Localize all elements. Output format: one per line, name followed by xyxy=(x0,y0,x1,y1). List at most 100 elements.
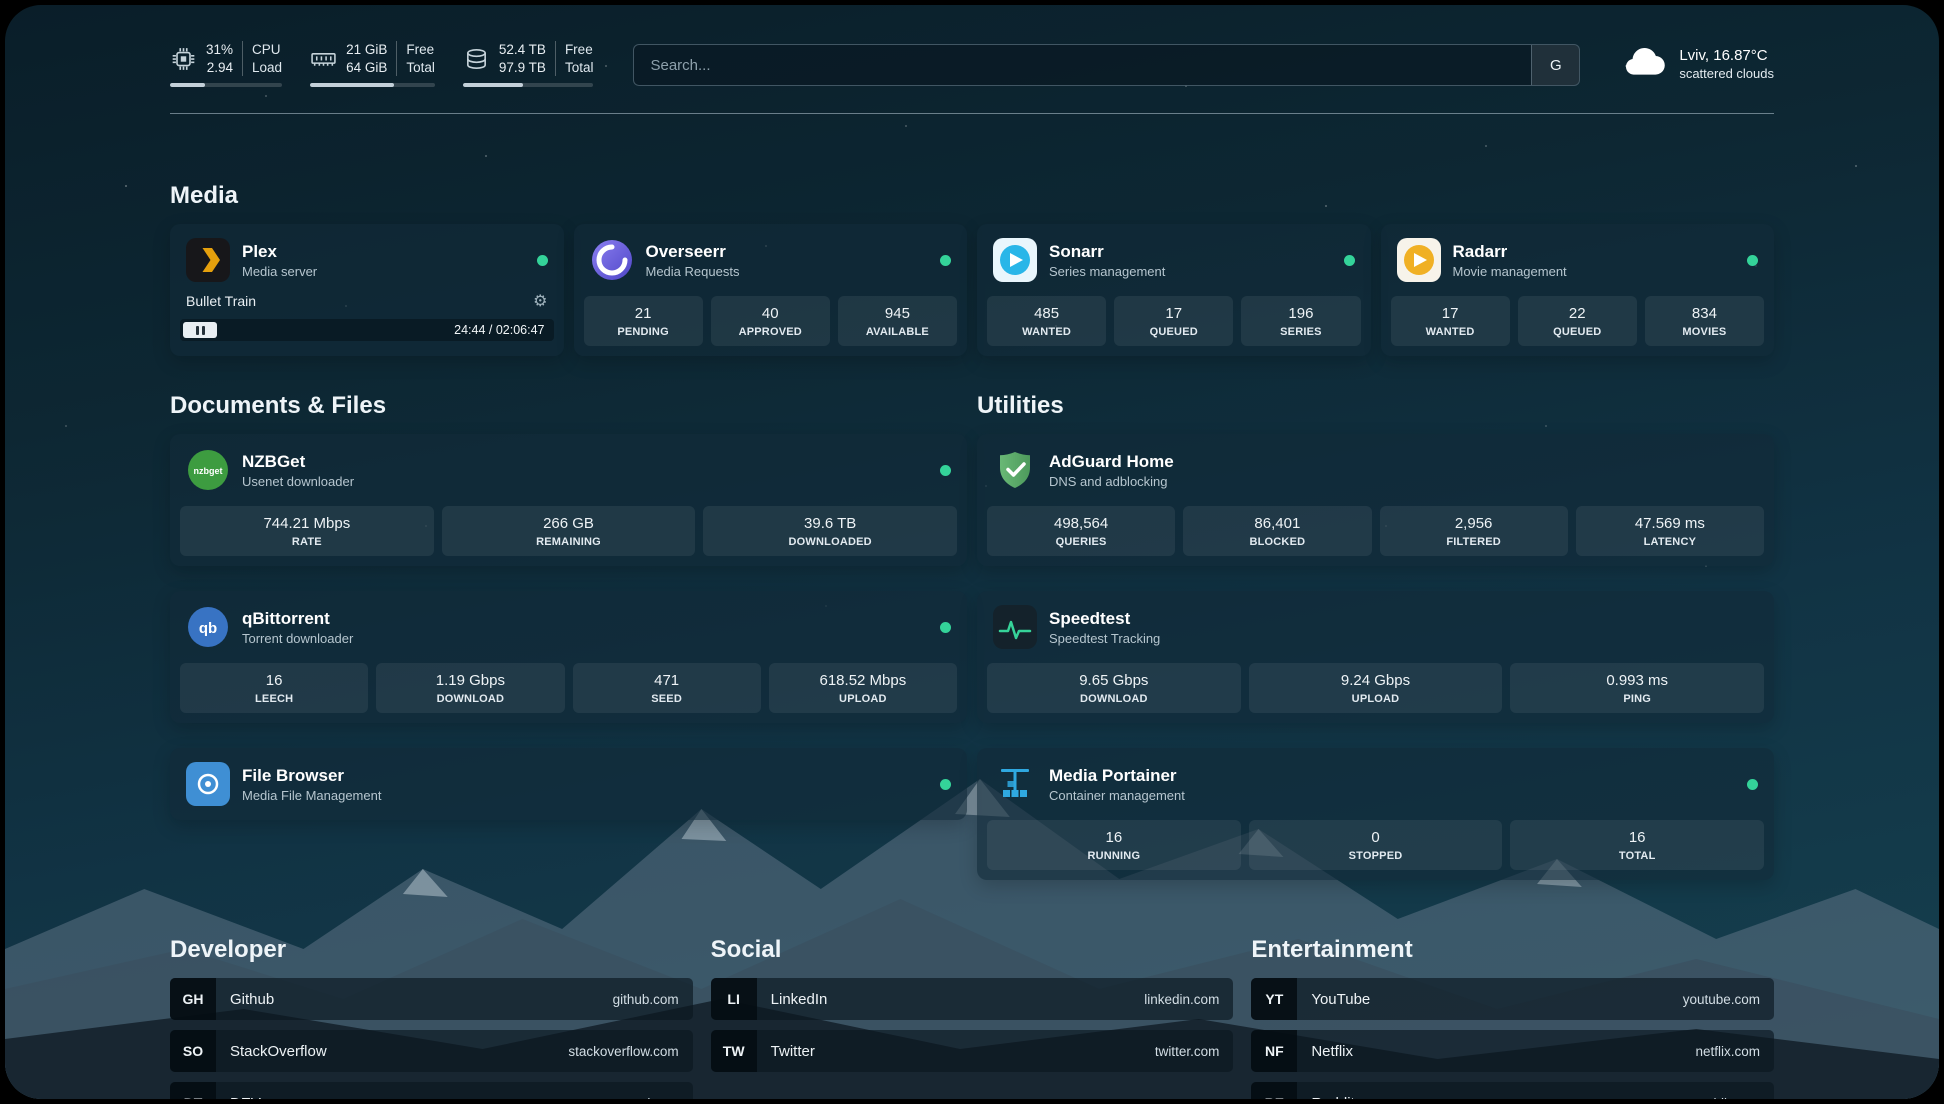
service-description: Media File Management xyxy=(242,787,382,803)
stats-row: 16 LEECH 1.19 Gbps DOWNLOAD 471 SEED 6 xyxy=(180,653,957,714)
nzbget-icon: nzbget xyxy=(186,448,230,492)
stat-wanted: 17 WANTED xyxy=(1390,296,1510,347)
adguard-icon xyxy=(993,448,1037,492)
service-card-adguard: AdGuard Home DNS and adblocking 498,564 … xyxy=(977,434,1774,567)
service-description: Usenet downloader xyxy=(242,473,355,489)
service-link-speedtest[interactable]: Speedtest Speedtest Tracking xyxy=(987,601,1764,653)
service-description: Container management xyxy=(1049,787,1185,803)
ram-labels: Free Total xyxy=(396,41,435,77)
dashboard-content: 31% 2.94 CPU Load xyxy=(5,5,1939,1099)
service-title-group: File Browser Media File Management xyxy=(242,766,381,803)
bookmark-twitter[interactable]: TW Twitter twitter.com xyxy=(710,1030,1234,1073)
bookmark-name: LinkedIn xyxy=(770,990,828,1008)
stat-label: SERIES xyxy=(1280,326,1322,339)
stat-value: 39.6 TB xyxy=(804,515,857,533)
stat-label: BLOCKED xyxy=(1249,536,1306,549)
media-grid: Plex Media server Bullet Train ⚙ 24:44 /… xyxy=(170,224,1774,357)
bookmark-github[interactable]: GH Github github.com xyxy=(170,978,693,1021)
section-documents: Documents & Files nzbget NZBGet Usenet d… xyxy=(170,392,967,821)
service-description: Series management xyxy=(1049,263,1166,279)
cpu-chip-icon xyxy=(170,46,197,72)
ram-metric: 21 GiB 64 GiB Free Total xyxy=(310,41,435,88)
bookmark-url: github.com xyxy=(612,991,679,1007)
service-card-sonarr: Sonarr Series management 485 WANTED 17 Q… xyxy=(977,224,1371,357)
stat-remaining: 266 GB REMAINING xyxy=(441,506,696,557)
disk-label-top: Free xyxy=(564,42,593,57)
service-title-group: NZBGet Usenet downloader xyxy=(242,452,354,489)
stat-stopped: 0 STOPPED xyxy=(1248,820,1503,871)
ram-label-bottom: Total xyxy=(406,59,435,75)
bookmark-dev[interactable]: DT DEV dev.to xyxy=(170,1082,693,1099)
search-input[interactable] xyxy=(634,45,1532,85)
stat-latency: 47.569 ms LATENCY xyxy=(1575,506,1764,557)
cpu-metric: 31% 2.94 CPU Load xyxy=(170,41,283,88)
stat-label: TOTAL xyxy=(1618,850,1656,863)
service-title-group: qBittorrent Torrent downloader xyxy=(242,609,353,646)
stat-value: 266 GB xyxy=(543,515,594,533)
search-bar: G xyxy=(633,44,1581,86)
stat-label: DOWNLOADED xyxy=(788,536,872,549)
cpu-label-bottom: Load xyxy=(252,59,283,75)
service-link-portainer[interactable]: Media Portainer Container management xyxy=(987,758,1764,810)
stat-value: 498,564 xyxy=(1054,515,1109,533)
bookmark-netflix[interactable]: NF Netflix netflix.com xyxy=(1251,1030,1774,1073)
service-name: File Browser xyxy=(242,765,345,785)
service-title-group: Sonarr Series management xyxy=(1049,242,1165,279)
bookmark-stackoverflow[interactable]: SO StackOverflow stackoverflow.com xyxy=(170,1030,693,1073)
service-link-qbittorrent[interactable]: qb qBittorrent Torrent downloader xyxy=(180,601,957,653)
weather-location: Lviv, 16.87°C xyxy=(1679,46,1768,64)
cpu-percent: 31% xyxy=(206,42,234,57)
sonarr-icon xyxy=(993,238,1037,283)
speedtest-icon xyxy=(993,605,1037,650)
service-description: DNS and adblocking xyxy=(1049,473,1168,489)
ram-label-top: Free xyxy=(406,42,435,57)
stat-value: 1.19 Gbps xyxy=(435,672,505,690)
stats-row: 16 RUNNING 0 STOPPED 16 TOTAL xyxy=(987,810,1765,871)
reddit-abbr-icon: RE xyxy=(1251,1082,1298,1099)
bookmark-group-social: Social LI LinkedIn linkedin.com TW Twitt… xyxy=(710,936,1234,1099)
disk-free: 52.4 TB xyxy=(498,42,546,57)
bookmark-group-developer: Developer GH Github github.com SO StackO… xyxy=(170,936,693,1099)
service-card-radarr: Radarr Movie management 17 WANTED 22 QUE… xyxy=(1380,224,1774,357)
bookmark-linkedin[interactable]: LI LinkedIn linkedin.com xyxy=(710,978,1234,1021)
ram-usage-bar xyxy=(310,83,435,88)
stat-queued: 17 QUEUED xyxy=(1114,296,1234,347)
developer-section-title: Developer xyxy=(170,936,287,964)
pause-button[interactable] xyxy=(183,322,217,339)
player-progress-bar[interactable]: 24:44 / 02:06:47 xyxy=(180,319,554,342)
stat-approved: 40 APPROVED xyxy=(710,296,830,347)
service-link-filebrowser[interactable]: File Browser Media File Management xyxy=(180,758,957,810)
stat-label: PING xyxy=(1623,693,1652,706)
bookmark-sections: Developer GH Github github.com SO StackO… xyxy=(170,936,1774,1099)
stat-value: 86,401 xyxy=(1254,515,1301,533)
ram-metric-row: 21 GiB 64 GiB Free Total xyxy=(310,41,435,77)
service-link-sonarr[interactable]: Sonarr Series management xyxy=(987,234,1361,286)
stat-filtered: 2,956 FILTERED xyxy=(1379,506,1568,557)
github-abbr-icon: GH xyxy=(170,978,216,1021)
service-link-overseerr[interactable]: Overseerr Media Requests xyxy=(584,234,958,286)
search-engine-button[interactable]: G xyxy=(1531,45,1580,85)
bookmark-url: youtube.com xyxy=(1682,991,1760,1007)
service-link-radarr[interactable]: Radarr Movie management xyxy=(1391,234,1765,286)
gear-icon[interactable]: ⚙ xyxy=(533,293,548,311)
stat-label: UPLOAD xyxy=(1351,693,1400,706)
bookmark-url: reddit.com xyxy=(1697,1096,1760,1099)
bookmark-reddit[interactable]: RE Reddit reddit.com xyxy=(1251,1082,1774,1099)
service-card-qbittorrent: qb qBittorrent Torrent downloader 16 LEE… xyxy=(170,591,967,724)
service-link-nzbget[interactable]: nzbget NZBGet Usenet downloader xyxy=(180,444,957,496)
service-link-adguard[interactable]: AdGuard Home DNS and adblocking xyxy=(987,444,1764,496)
stat-wanted: 485 WANTED xyxy=(987,296,1107,347)
cpu-usage-bar xyxy=(170,83,283,88)
stat-seed: 471 SEED xyxy=(572,663,761,714)
stat-value: 196 xyxy=(1288,305,1314,323)
bookmark-name: Netflix xyxy=(1311,1042,1354,1060)
bookmark-youtube[interactable]: YT YouTube youtube.com xyxy=(1251,978,1774,1021)
service-link-plex[interactable]: Plex Media server xyxy=(180,234,554,286)
stat-label: QUEUED xyxy=(1149,326,1198,339)
stat-queued: 22 QUEUED xyxy=(1517,296,1637,347)
stat-series: 196 SERIES xyxy=(1241,296,1361,347)
bookmark-url: stackoverflow.com xyxy=(568,1043,679,1059)
netflix-abbr-icon: NF xyxy=(1251,1030,1298,1073)
stat-rate: 744.21 Mbps RATE xyxy=(180,506,434,557)
twitter-abbr-icon: TW xyxy=(710,1030,757,1073)
